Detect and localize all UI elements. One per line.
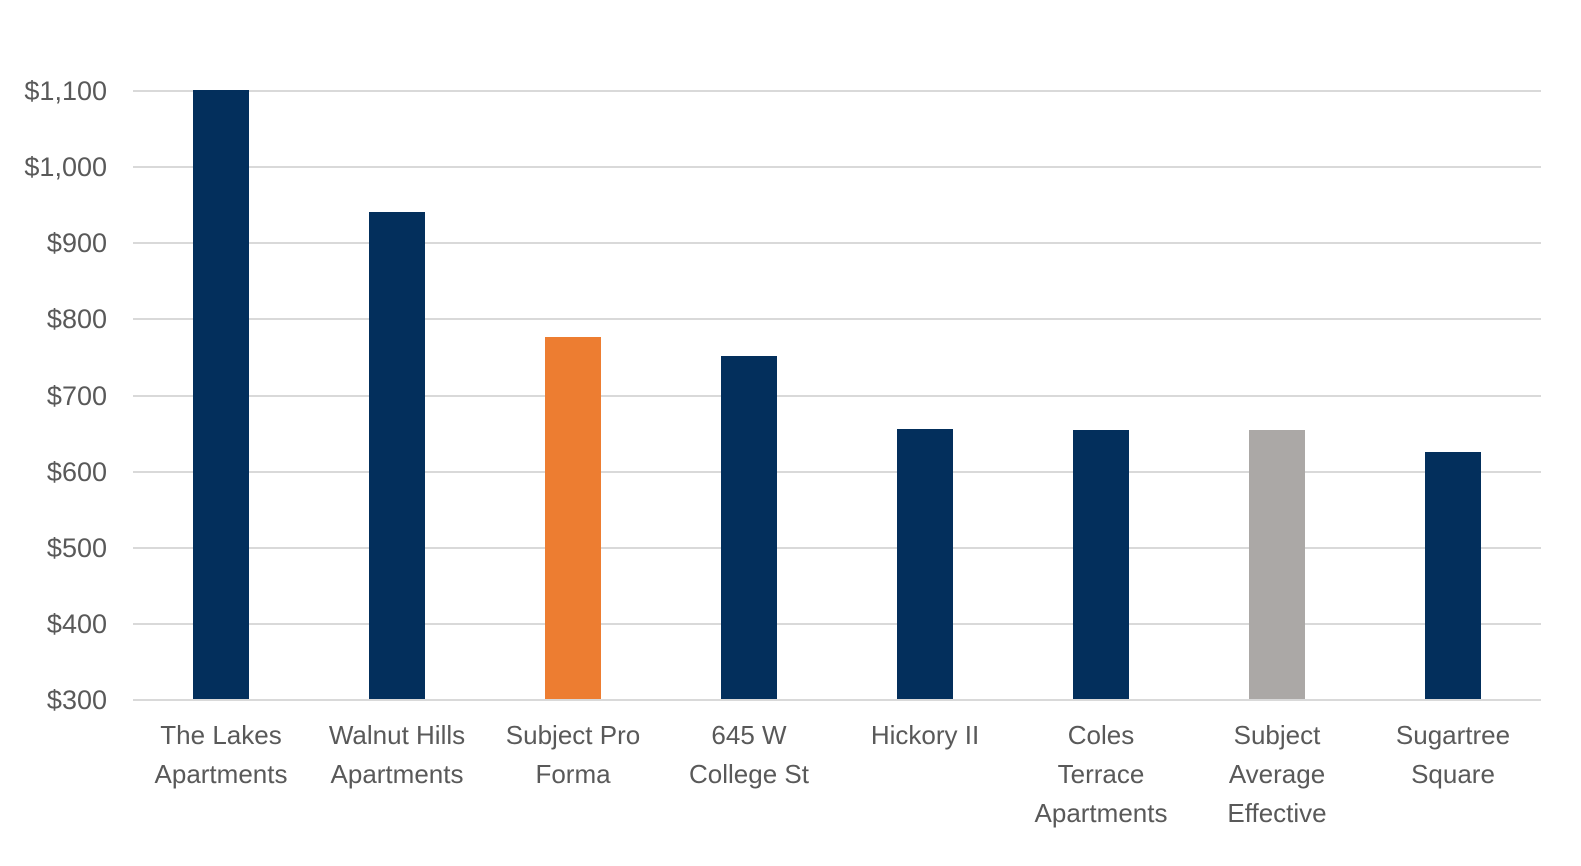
bar-6 — [1249, 429, 1305, 699]
y-tick-label: $300 — [46, 685, 107, 715]
bar-5 — [1073, 430, 1129, 699]
y-tick-label: $600 — [46, 456, 107, 487]
y-tick-label: $500 — [46, 532, 107, 563]
bar-3 — [721, 356, 777, 699]
y-tick-label: $400 — [46, 608, 107, 639]
gridline — [133, 470, 1541, 473]
y-tick-label: $1,100 — [24, 76, 107, 106]
bar-2 — [545, 337, 601, 699]
y-tick-label: $900 — [46, 228, 107, 259]
gridline — [133, 546, 1541, 549]
bar-4 — [897, 428, 953, 699]
x-category-label: Sugartree Square — [1395, 720, 1511, 789]
gridline — [133, 90, 1541, 92]
plot-area — [133, 90, 1541, 701]
y-tick-label: $1,000 — [24, 152, 107, 183]
gridline — [133, 166, 1541, 169]
y-tick-label: $700 — [46, 380, 107, 411]
y-tick-label: $800 — [46, 304, 107, 335]
gridline — [133, 394, 1541, 397]
x-category-label: Subject Average Effective — [1227, 720, 1327, 828]
gridline — [133, 318, 1541, 321]
x-category-label: Hickory II — [870, 720, 980, 750]
bar-7 — [1425, 451, 1481, 699]
bar-1 — [369, 211, 425, 699]
gridline — [133, 622, 1541, 625]
gridline — [133, 699, 1541, 701]
x-category-label: Subject Pro Forma — [505, 720, 641, 789]
x-category-label: 645 W College St — [689, 720, 809, 789]
x-category-label: The Lakes Apartments — [154, 720, 288, 789]
x-category-label: Coles Terrace Apartments — [1034, 720, 1168, 828]
gridline — [133, 242, 1541, 245]
x-category-label: Walnut Hills Apartments — [328, 720, 466, 789]
bar-0 — [193, 90, 249, 699]
